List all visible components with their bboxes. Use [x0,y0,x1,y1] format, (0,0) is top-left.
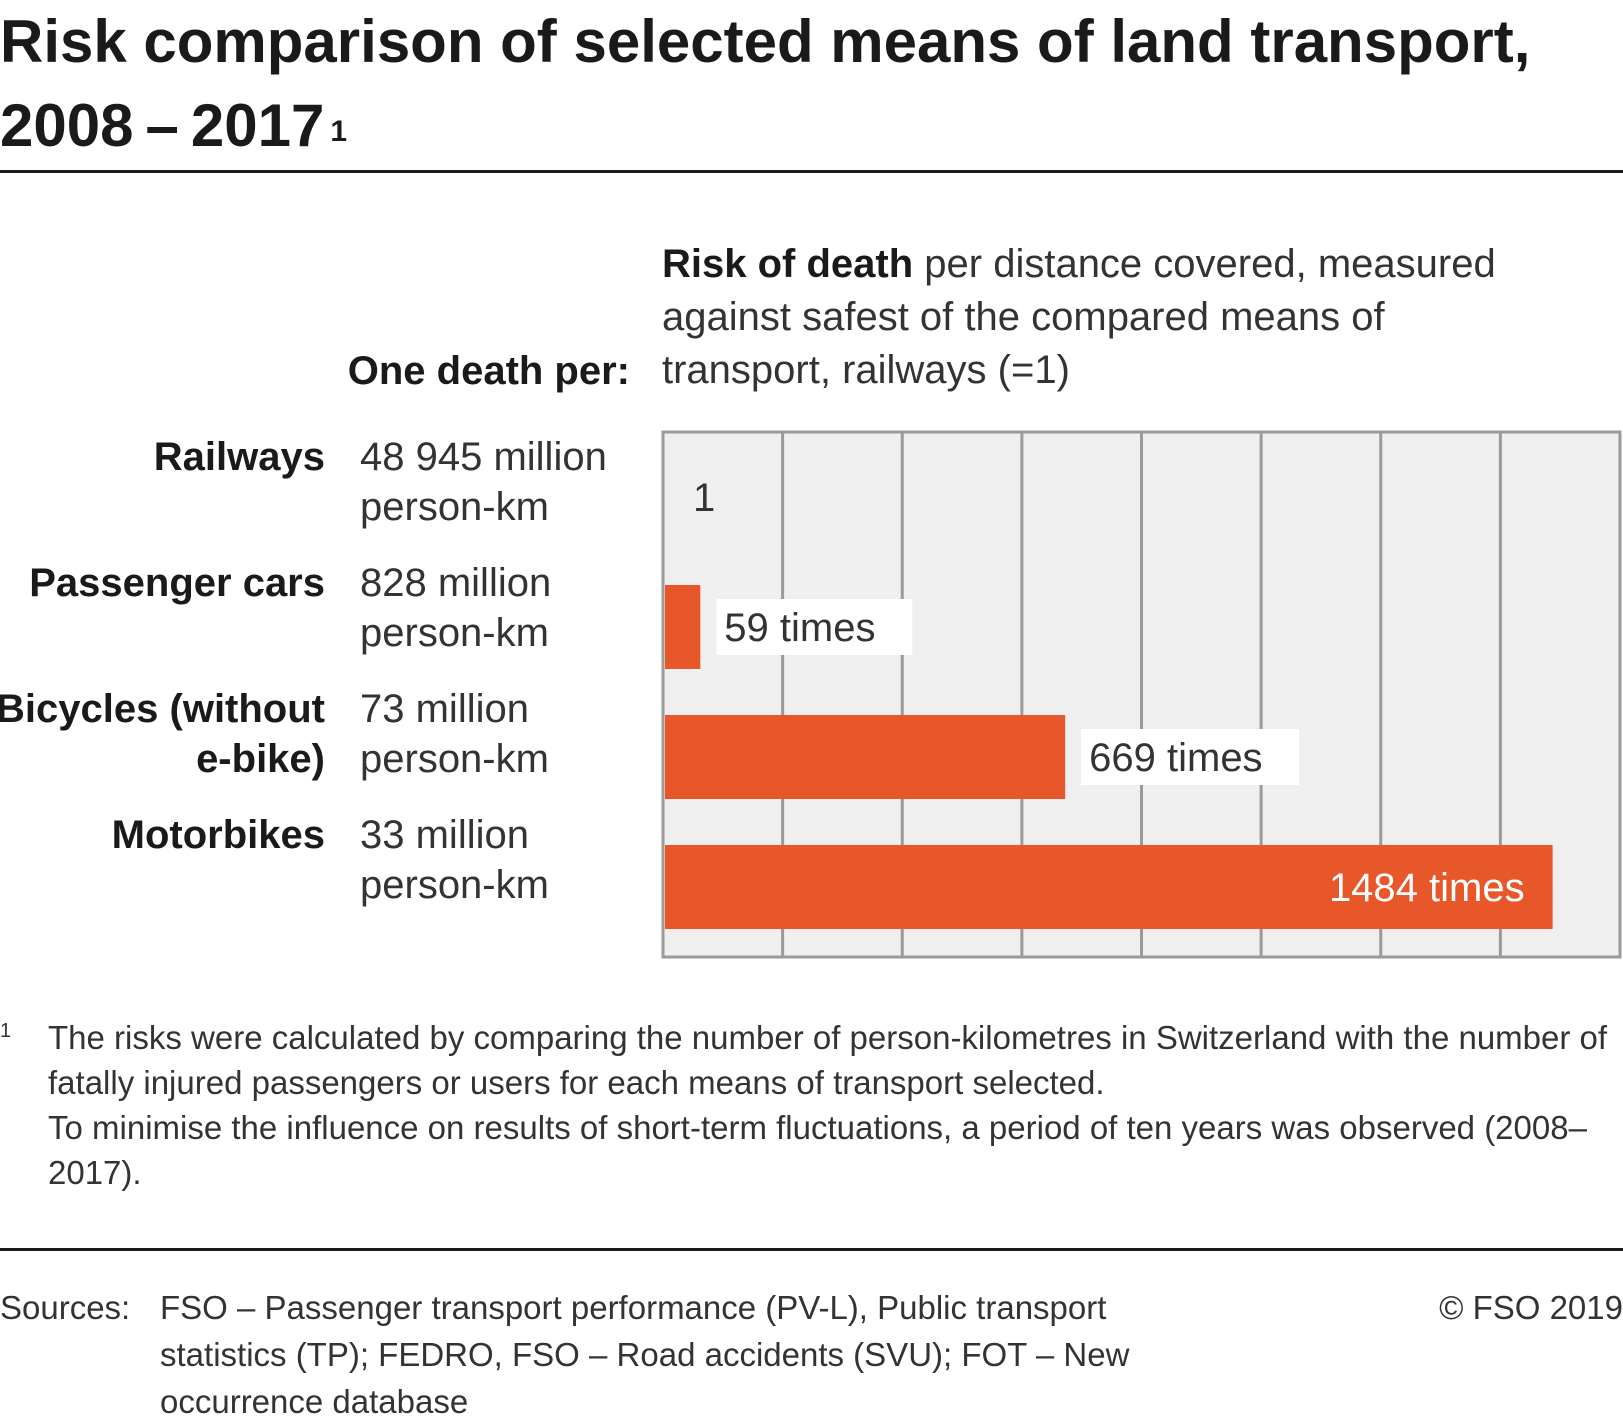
label-backdrop-bicycles [1081,729,1300,785]
risk-of-death-description: per distance covered, measured against s… [662,242,1496,392]
top-rule [0,170,1623,173]
data-label-railways: 1 [693,476,715,520]
footnote-text-line-2: To minimise the influence on results of … [48,1109,1587,1191]
death-rate-bicycles: 73 million person-km [360,687,549,781]
footnote-mark: 1 [0,1020,12,1042]
chart-title: Risk comparison of selected means of lan… [0,8,1531,159]
category-label-passenger-cars: Passenger cars [29,561,325,605]
sources-label: Sources: [0,1289,131,1326]
copyright: © FSO 2019 [1439,1289,1623,1326]
category-label-motorbikes: Motorbikes [111,813,325,857]
bar-passenger [665,585,701,669]
category-label-railways: Railways [153,435,325,479]
data-label-passenger: 59 times [724,606,875,650]
one-death-per-header: One death per: [347,349,630,393]
data-label-motorbikes: 1484 times [1329,866,1525,910]
bar-bicycles [665,715,1066,799]
death-rate-railways: 48 945 million person-km [360,435,607,529]
risk-of-death-bold: Risk of death [662,242,914,286]
footnote-text-line-1: The risks were calculated by comparing t… [48,1019,1608,1101]
risk-of-death-header: Risk of death per distance covered, meas… [662,238,1542,397]
death-rate-passenger-cars: 828 million person-km [360,561,552,655]
data-label-bicycles: 669 times [1089,736,1262,780]
category-label-bicycles: Bicycles (without e-bike) [0,687,325,781]
title-footnote-mark: 1 [330,115,348,148]
bar-motorbikes [665,845,1553,929]
sources-text: FSO – Passenger transport performance (P… [160,1289,1130,1420]
label-backdrop-passenger [716,599,913,655]
footnote-text: The risks were calculated by comparing t… [48,1015,1618,1195]
plot-frame [661,430,1622,959]
death-rate-motorbikes: 33 million person-km [360,813,549,907]
bottom-rule [0,1248,1623,1251]
